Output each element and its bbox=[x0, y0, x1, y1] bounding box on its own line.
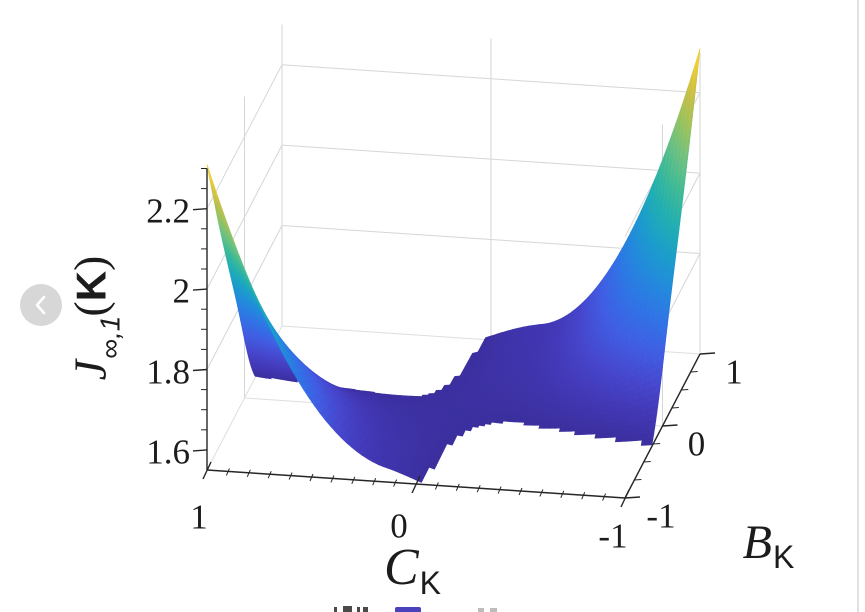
z-tick-label: 1.8 bbox=[146, 352, 190, 391]
cropped-text-fragment bbox=[343, 606, 352, 612]
legend-color-swatch bbox=[395, 607, 421, 612]
x-axis-label-subscript: K bbox=[419, 565, 442, 602]
y-axis-label-subscript: K bbox=[772, 539, 795, 576]
cropped-text-fragment bbox=[478, 608, 484, 612]
x-axis-label-symbol: C bbox=[383, 539, 419, 596]
y-tick-label: 0 bbox=[687, 424, 706, 464]
cropped-text-fragment bbox=[334, 607, 337, 612]
z-tick-label: 2.2 bbox=[146, 191, 190, 231]
chevron-left-icon bbox=[20, 284, 62, 326]
x-axis-label: CK bbox=[383, 539, 441, 600]
y-axis-label-symbol: B bbox=[742, 515, 772, 569]
carousel-previous-button[interactable] bbox=[20, 284, 62, 326]
z-axis-label-arg: K bbox=[67, 270, 115, 302]
x-tick-label: 0 bbox=[390, 506, 408, 546]
page-right-border bbox=[857, 0, 859, 612]
y-axis-label: BK bbox=[742, 515, 795, 573]
z-axis-label-symbol: J bbox=[64, 359, 116, 381]
cropped-legend-row bbox=[0, 606, 865, 612]
z-tick-label: 1.6 bbox=[146, 432, 190, 472]
z-axis-label: J∞,1(K) bbox=[64, 255, 126, 381]
x-tick-label: 1 bbox=[190, 497, 208, 537]
cropped-text-fragment bbox=[490, 608, 497, 612]
z-tick-label: 2 bbox=[172, 271, 191, 311]
y-tick-label: 1 bbox=[725, 352, 743, 392]
y-tick-label: -1 bbox=[646, 496, 676, 536]
cropped-text-fragment bbox=[363, 607, 368, 612]
cropped-text-fragment bbox=[357, 607, 360, 612]
z-axis-label-subscript: ∞,1 bbox=[94, 315, 126, 359]
x-tick-label: -1 bbox=[598, 516, 628, 556]
